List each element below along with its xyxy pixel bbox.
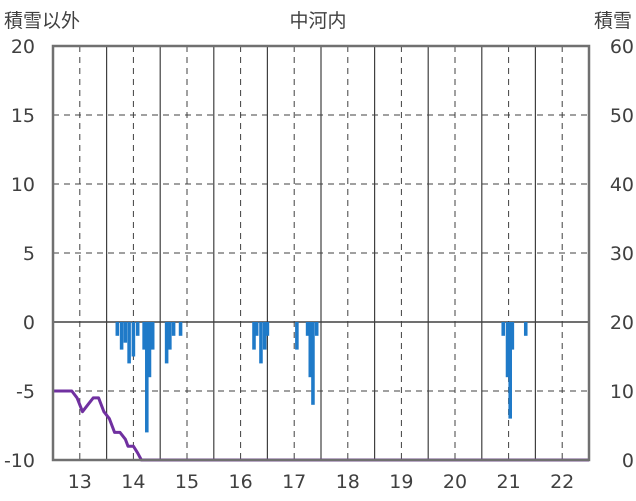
x-tick-label: 17 <box>282 471 306 493</box>
right-tick-label: 10 <box>610 381 634 403</box>
left-axis-label: 積雪以外 <box>4 10 80 32</box>
precip-bar <box>510 322 515 350</box>
left-tick-label: 15 <box>11 105 35 127</box>
right-tick-label: 20 <box>610 312 634 334</box>
x-tick-label: 14 <box>121 471 145 493</box>
precip-bar <box>254 322 259 336</box>
right-tick-label: 0 <box>622 450 634 472</box>
right-axis-label: 積雪 <box>594 10 632 32</box>
precip-bar <box>311 322 315 405</box>
precip-bar <box>171 322 176 336</box>
right-tick-label: 50 <box>610 105 634 127</box>
right-tick-label: 60 <box>610 36 634 58</box>
precip-bar <box>164 322 169 364</box>
precip-bar <box>523 322 528 336</box>
right-tick-label: 30 <box>610 243 634 265</box>
left-tick-label: 20 <box>11 36 35 58</box>
x-tick-label: 18 <box>336 471 360 493</box>
precip-bar <box>508 322 512 419</box>
precip-bar <box>265 322 270 336</box>
x-tick-label: 15 <box>175 471 199 493</box>
left-tick-label: 5 <box>23 243 35 265</box>
precip-bar <box>142 322 146 350</box>
x-tick-label: 21 <box>497 471 521 493</box>
precip-bar <box>259 322 263 364</box>
precip-bar <box>135 322 140 336</box>
precip-bar <box>262 322 267 350</box>
snow-depth-line <box>53 389 589 462</box>
precip-bar <box>252 322 256 350</box>
precip-bar <box>178 322 183 336</box>
precip-bar <box>115 322 120 336</box>
precip-bar <box>505 322 510 378</box>
right-tick-label: 40 <box>610 174 634 196</box>
precip-bar <box>308 322 313 378</box>
x-tick-label: 20 <box>443 471 467 493</box>
precip-bar <box>147 322 152 378</box>
left-tick-label: 10 <box>11 174 35 196</box>
precip-bar <box>150 322 155 350</box>
precip-bar <box>131 322 136 357</box>
precip-bar <box>501 322 506 336</box>
left-tick-label: -10 <box>4 450 35 472</box>
x-tick-label: 13 <box>68 471 92 493</box>
precip-bar <box>119 322 124 350</box>
x-tick-label: 19 <box>389 471 413 493</box>
precip-bar <box>305 322 310 336</box>
left-tick-label: 0 <box>23 312 35 334</box>
x-tick-label: 16 <box>229 471 253 493</box>
plot-frame <box>51 44 591 462</box>
precip-bar <box>145 322 149 433</box>
precip-bar <box>127 322 131 364</box>
chart-title: 中河内 <box>289 10 346 32</box>
precip-bar <box>314 322 319 336</box>
precip-bar <box>168 322 172 350</box>
precip-bar <box>123 322 128 343</box>
precip-bar <box>295 322 299 350</box>
x-tick-label: 22 <box>550 471 574 493</box>
left-tick-label: -5 <box>16 381 35 403</box>
